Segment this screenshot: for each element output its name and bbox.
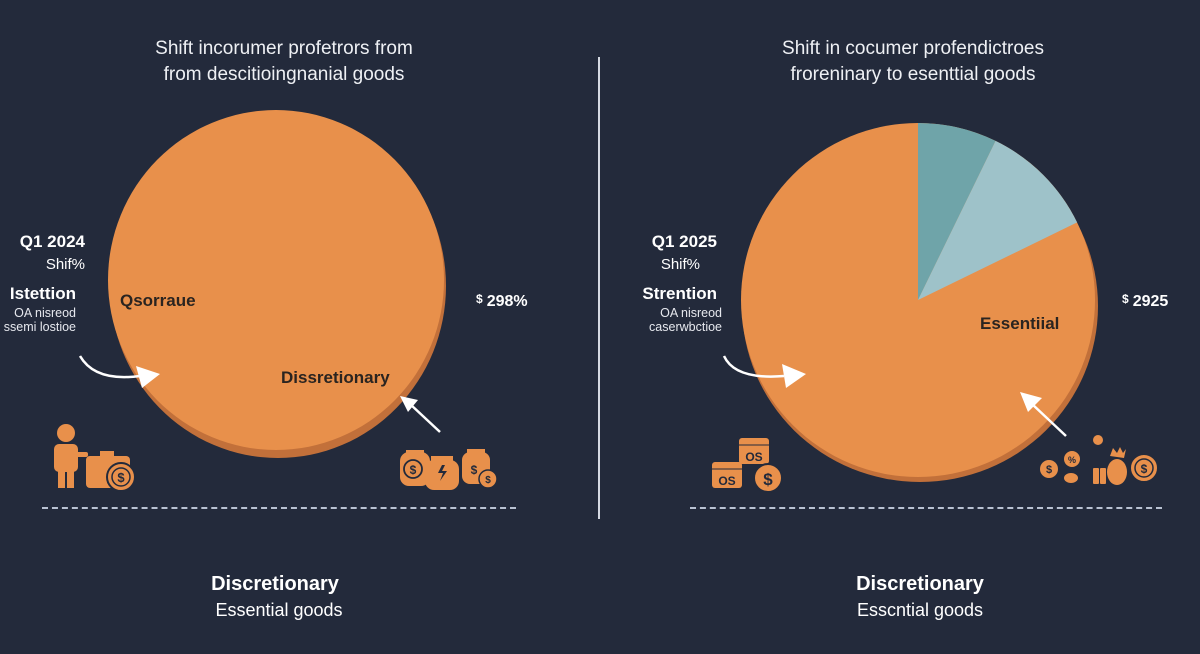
left-period-label: Q1 2024 <box>19 232 85 251</box>
right-pointer-arrow <box>1031 403 1067 437</box>
right-footer-subtitle: Esscntial goods <box>856 600 984 620</box>
svg-text:OS: OS <box>745 450 762 464</box>
right-title-line-1: Shift in cocumer profendictroes <box>782 38 1044 59</box>
svg-text:%: % <box>1068 455 1076 465</box>
left-value-number: 298% <box>486 293 528 310</box>
svg-text:OS: OS <box>718 474 735 488</box>
left-note-block: Istettion OA nisreod ssemi lostioe <box>0 284 76 334</box>
left-currency-symbol: $ <box>476 292 483 306</box>
right-pie-slice-b <box>918 140 1078 300</box>
left-pointer-arrow <box>409 403 441 433</box>
money-jar-icons: $ $ $ <box>400 449 498 490</box>
left-curved-arrow <box>78 355 141 379</box>
right-note-line-2: caserwbctioe <box>649 320 722 334</box>
camera-coin-icon: $ <box>86 451 136 492</box>
right-currency-symbol: $ <box>1122 292 1129 306</box>
right-note-block: Strention OA nisreod caserwbctioe <box>600 284 722 334</box>
svg-text:$: $ <box>471 463 478 477</box>
right-legend-block: Q1 2025 Shif% <box>600 232 717 273</box>
right-section-label: Strention <box>642 284 717 303</box>
coin-bag-icons: $ % $ <box>1040 435 1159 485</box>
right-arrow-head <box>782 364 806 388</box>
left-pie-label-discretionary: Dissretionary <box>281 368 390 387</box>
right-value-number: 2925 <box>1132 293 1169 310</box>
right-pointer-arrow-head <box>1020 392 1042 412</box>
left-footer-title: Discretionary <box>211 573 339 595</box>
left-value: $298% <box>476 292 528 311</box>
left-note-line-1: OA nisreod <box>14 306 76 320</box>
left-section-label: Istettion <box>9 284 76 303</box>
right-chart-title: Shift in cocumer profendictroes frorenin… <box>713 36 1113 88</box>
panel-divider <box>598 57 600 519</box>
left-arrow-head <box>136 366 160 388</box>
right-title-line-2: froreninary to esenttial goods <box>790 64 1036 85</box>
right-period-label: Q1 2025 <box>651 232 717 251</box>
svg-text:$: $ <box>485 475 491 486</box>
right-note-line-1: OA nisreod <box>660 306 722 320</box>
person-icon <box>54 424 88 488</box>
left-note-line-2: ssemi lostioe <box>3 320 76 334</box>
right-shift-label: Shif% <box>660 256 700 273</box>
left-pie-chart: $ $ $ $ <box>54 110 498 492</box>
right-baseline-dashes <box>690 507 1162 509</box>
svg-text:$: $ <box>1141 462 1148 476</box>
right-pie-slice-a <box>918 122 996 300</box>
left-pointer-arrow-head <box>400 396 418 412</box>
box-coin-icons: OS OS $ <box>712 438 783 493</box>
svg-text:$: $ <box>763 470 773 489</box>
right-value: $2925 <box>1122 292 1168 311</box>
right-footer-title: Discretionary <box>856 573 984 595</box>
right-pie-label-essential: Essentiial <box>980 314 1060 333</box>
right-pie-chart: OS OS $ $ % $ <box>712 122 1159 493</box>
left-title-line-2: from descitioingnanial goods <box>163 64 405 85</box>
svg-text:$: $ <box>117 470 125 485</box>
left-footer-subtitle: Essential goods <box>215 600 343 620</box>
left-shift-label: Shif% <box>45 256 85 273</box>
left-title-line-1: Shift incorumer profetrors from <box>155 38 413 59</box>
svg-text:$: $ <box>410 463 417 477</box>
left-legend-block: Q1 2024 Shif% <box>0 232 85 273</box>
right-curved-arrow <box>722 355 785 378</box>
left-chart-title: Shift incorumer profetrors from from des… <box>84 36 484 88</box>
left-pie-label-1: Qsorraue <box>120 291 196 310</box>
left-pie-slice-discretionary <box>108 110 444 450</box>
svg-text:$: $ <box>1046 464 1052 476</box>
left-baseline-dashes <box>42 507 516 509</box>
